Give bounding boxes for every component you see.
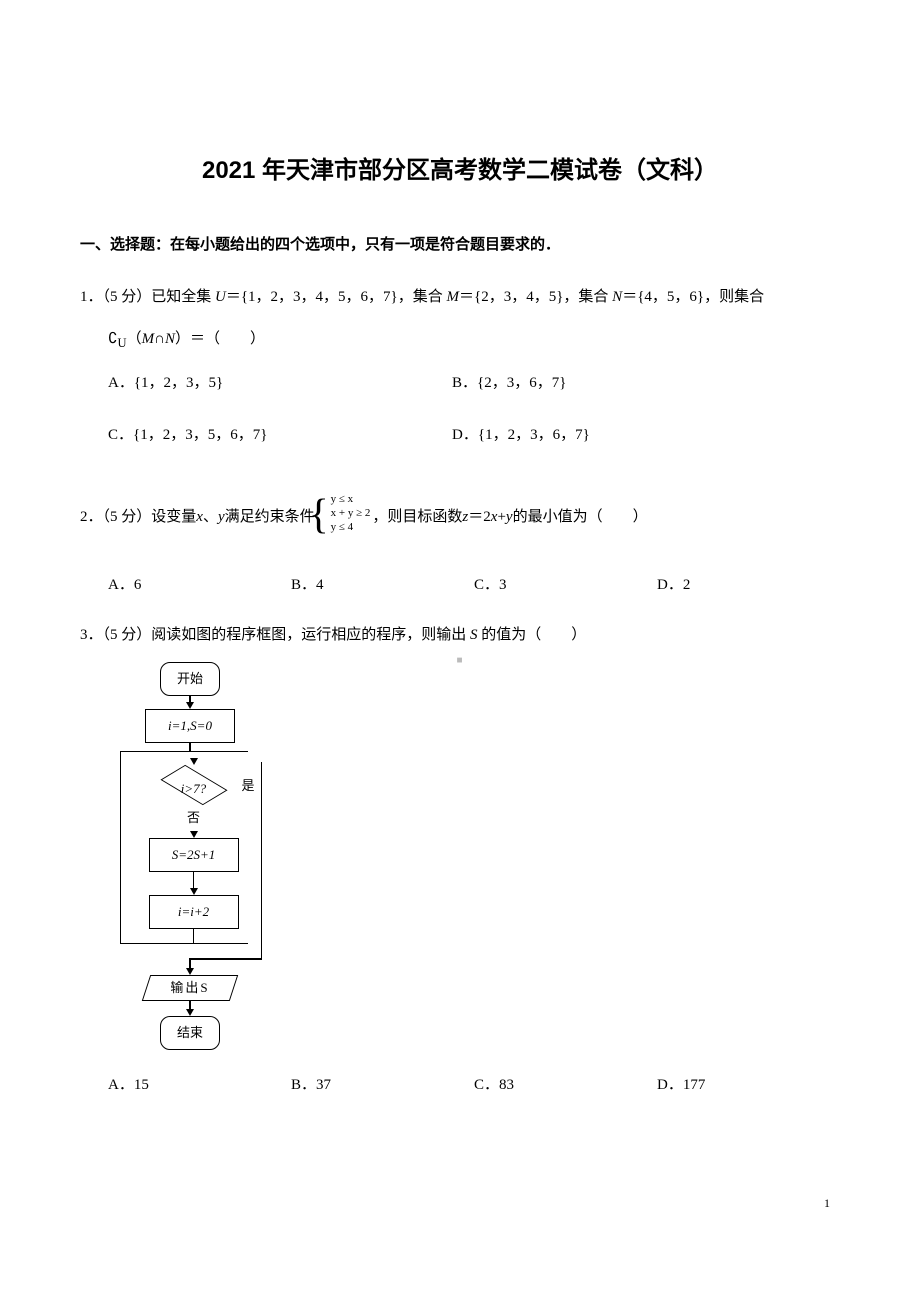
q1-M2: M bbox=[142, 331, 155, 347]
q3-S: S bbox=[470, 627, 478, 643]
fc-step2: i=i+2 bbox=[149, 895, 239, 929]
fc-output: 输出S bbox=[142, 975, 238, 1001]
fc-line bbox=[189, 743, 191, 751]
arrow-down-icon bbox=[186, 968, 194, 975]
q2-optA: A．6 bbox=[108, 570, 291, 600]
q2-t1: 2．（5 分）设变量 bbox=[80, 502, 196, 532]
q1-text: 1．（5 分）已知全集 bbox=[80, 289, 215, 305]
q3-optD: D．177 bbox=[657, 1070, 840, 1100]
q1-text2: ＝{1，2，3，4，5，6，7}，集合 bbox=[226, 289, 447, 305]
q1-optC: C．{1，2，3，5，6，7} bbox=[108, 420, 452, 450]
q2-t6: + bbox=[497, 502, 505, 532]
q1-optD: D．{1，2，3，6，7} bbox=[452, 420, 796, 450]
q1-paren: （ bbox=[127, 331, 142, 347]
q2-c2: x + y ≥ 2 bbox=[331, 507, 371, 519]
question-3: 3．（5 分）阅读如图的程序框图，运行相应的程序，则输出 S 的值为（ ） 开始… bbox=[80, 620, 840, 1100]
q1-U: U bbox=[215, 289, 226, 305]
fc-loop: i>7? 是 否 S=2S+1 i=i+2 bbox=[120, 751, 248, 944]
fc-init: i=1,S=0 bbox=[145, 709, 235, 743]
q1-complement: ∁ bbox=[108, 331, 118, 347]
arrow-down-icon bbox=[190, 831, 198, 838]
q2-optB: B．4 bbox=[291, 570, 474, 600]
question-2: 2．（5 分）设变量 x、y 满足约束条件 { y ≤ x x + y ≥ 2 … bbox=[80, 492, 840, 600]
q1-optB: B．{2，3，6，7} bbox=[452, 368, 796, 398]
page-number: 1 bbox=[824, 1196, 830, 1211]
q1-cap: ∩ bbox=[154, 331, 165, 347]
section-header: 一、选择题：在每小题给出的四个选项中，只有一项是符合题目要求的． bbox=[80, 233, 840, 254]
q3-stem: 3．（5 分）阅读如图的程序框图，运行相应的程序，则输出 S 的值为（ ） bbox=[80, 620, 840, 650]
q2-x: x bbox=[196, 502, 203, 532]
q2-optD: D．2 bbox=[657, 570, 840, 600]
q1-stem: 1．（5 分）已知全集 U＝{1，2，3，4，5，6，7}，集合 M＝{2，3，… bbox=[80, 282, 840, 312]
q2-stem: 2．（5 分）设变量 x、y 满足约束条件 { y ≤ x x + y ≥ 2 … bbox=[80, 492, 840, 542]
q1-line2: ∁U（M∩N）＝（ ） bbox=[80, 324, 840, 356]
q3-t1: 3．（5 分）阅读如图的程序框图，运行相应的程序，则输出 bbox=[80, 627, 470, 643]
arrow-down-icon bbox=[186, 1009, 194, 1016]
arrow-down-icon bbox=[190, 888, 198, 895]
fc-yes-path bbox=[120, 944, 260, 958]
q1-sub-u: U bbox=[118, 336, 127, 350]
fc-line bbox=[189, 1001, 191, 1009]
q1-optA: A．{1，2，3，5} bbox=[108, 368, 452, 398]
arrow-down-icon bbox=[186, 702, 194, 709]
q3-optC: C．83 bbox=[474, 1070, 657, 1100]
fc-line bbox=[189, 958, 191, 968]
q2-t3: 满足约束条件 bbox=[225, 502, 315, 532]
fc-line bbox=[193, 929, 195, 943]
fc-no: 否 bbox=[139, 805, 248, 831]
fc-decision: i>7? 是 bbox=[159, 765, 229, 805]
flowchart: 开始 i=1,S=0 i>7? 是 否 S=2S+1 i=i+2 bbox=[80, 662, 840, 1050]
fc-yes: 是 bbox=[241, 773, 254, 799]
q1-N: N bbox=[612, 289, 622, 305]
watermark: ■ bbox=[456, 655, 463, 666]
q1-text3: ＝{2，3，4，5}，集合 bbox=[459, 289, 612, 305]
fc-start: 开始 bbox=[160, 662, 220, 696]
q1-options: A．{1，2，3，5} B．{2，3，6，7} C．{1，2，3，5，6，7} … bbox=[80, 368, 840, 472]
fc-end: 结束 bbox=[160, 1016, 220, 1050]
fc-step1: S=2S+1 bbox=[149, 838, 239, 872]
q1-text4: ＝{4，5，6}，则集合 bbox=[622, 289, 764, 305]
question-1: 1．（5 分）已知全集 U＝{1，2，3，4，5，6，7}，集合 M＝{2，3，… bbox=[80, 282, 840, 472]
q3-t2: 的值为（ ） bbox=[478, 627, 587, 643]
q3-optB: B．37 bbox=[291, 1070, 474, 1100]
brace-icon: { bbox=[309, 494, 329, 536]
q1-tail: ）＝（ ） bbox=[175, 331, 265, 347]
q2-options: A．6 B．4 C．3 D．2 bbox=[80, 570, 840, 600]
q2-c1: y ≤ x bbox=[331, 493, 354, 505]
q2-c3: y ≤ 4 bbox=[331, 521, 354, 533]
fc-line bbox=[193, 872, 195, 888]
q2-y: y bbox=[218, 502, 225, 532]
q2-x2: x bbox=[491, 502, 498, 532]
q3-optA: A．15 bbox=[108, 1070, 291, 1100]
q2-t5: ＝2 bbox=[468, 502, 491, 532]
page-title: 2021 年天津市部分区高考数学二模试卷（文科） bbox=[80, 150, 840, 185]
fc-output-text: 输出S bbox=[147, 976, 233, 1000]
q2-t2: 、 bbox=[203, 502, 218, 532]
q1-N2: N bbox=[165, 331, 175, 347]
q2-optC: C．3 bbox=[474, 570, 657, 600]
q3-options: A．15 B．37 C．83 D．177 bbox=[80, 1070, 840, 1100]
fc-cond: i>7? bbox=[159, 776, 229, 802]
q2-t7: 的最小值为（ ） bbox=[513, 502, 648, 532]
q2-y2: y bbox=[506, 502, 513, 532]
q1-M: M bbox=[447, 289, 460, 305]
arrow-down-icon bbox=[190, 758, 198, 765]
q2-constraints: { y ≤ x x + y ≥ 2 y ≤ 4 bbox=[317, 492, 371, 542]
q2-t4: ，则目标函数 bbox=[372, 502, 462, 532]
